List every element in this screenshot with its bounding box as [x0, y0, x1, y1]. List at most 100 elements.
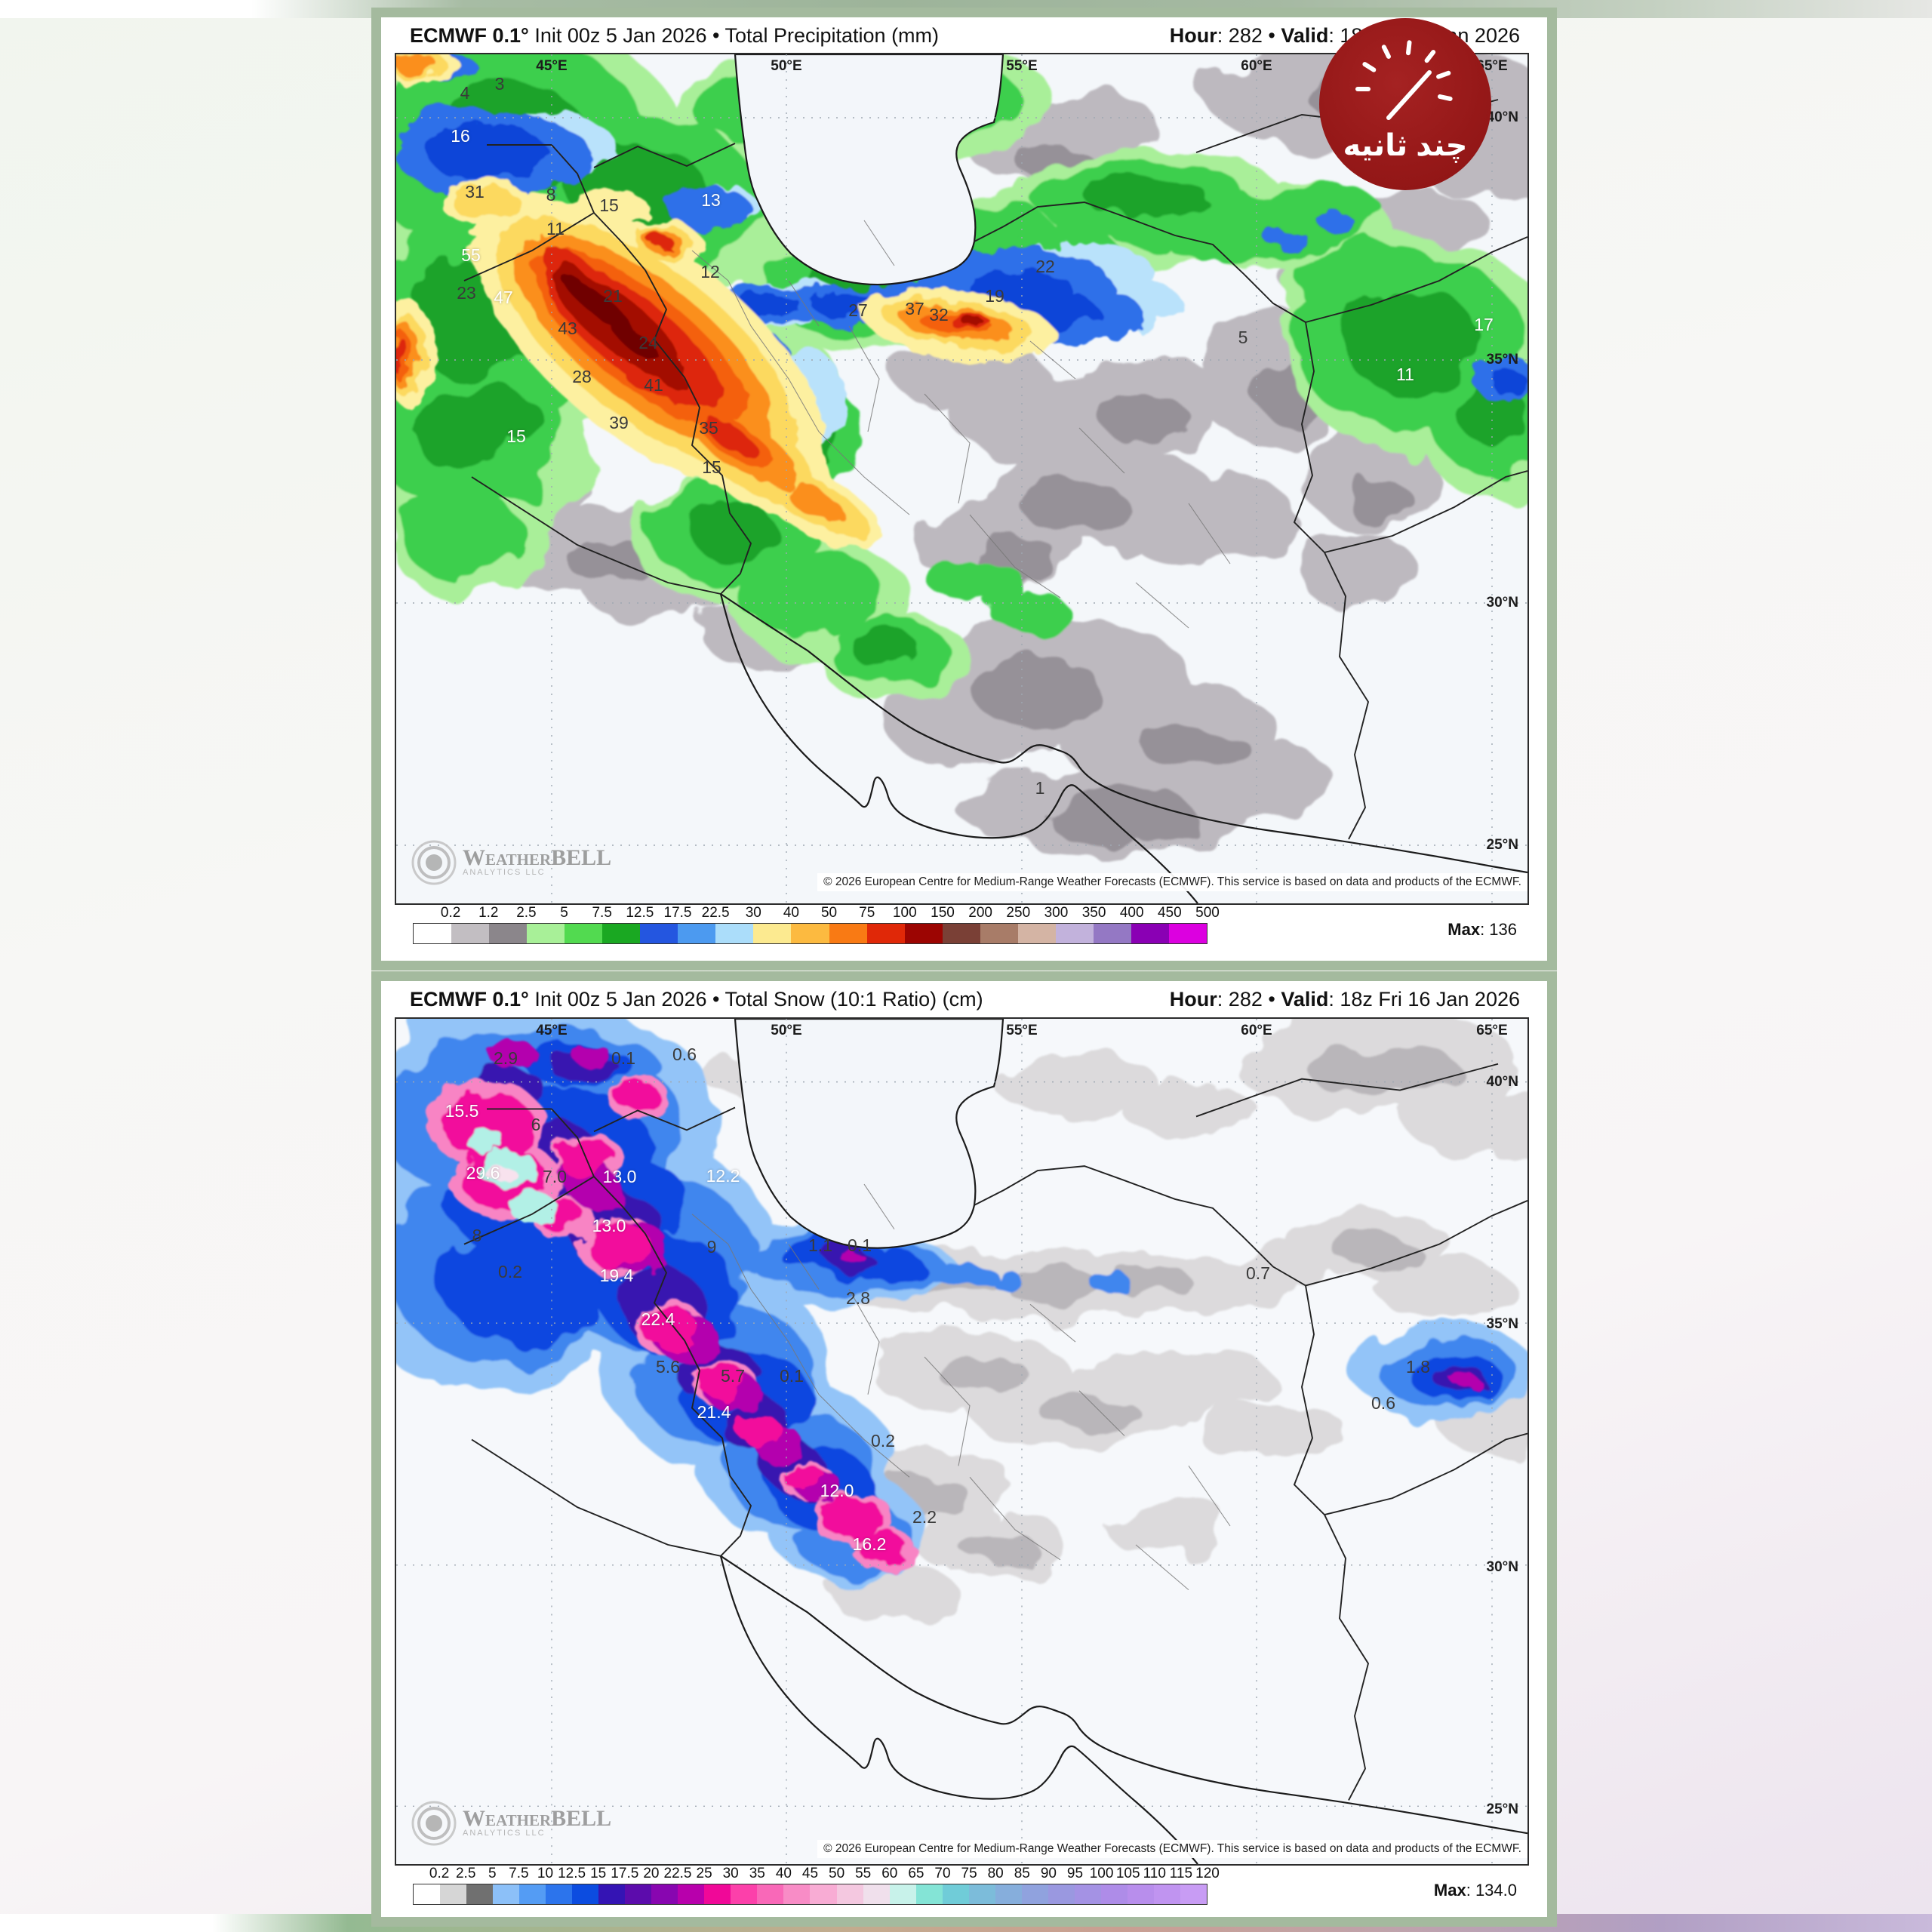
colorbar-segment [704, 1884, 731, 1904]
map-value-label: 27 [848, 300, 868, 321]
colorbar-tick-label: 35 [749, 1866, 765, 1881]
colorbar-tick-label: 60 [881, 1866, 898, 1881]
latitude-label: 30°N [1486, 1559, 1518, 1575]
colorbar-tick-label: 450 [1157, 905, 1182, 921]
colorbar-tick-label: 30 [745, 905, 761, 921]
latitude-label: 25°N [1486, 1801, 1518, 1817]
colorbar-tick-label: 100 [1089, 1866, 1114, 1881]
colorbar-tick-label: 85 [1014, 1866, 1030, 1881]
colorbar-segment [572, 1884, 599, 1904]
colorbar-segment [489, 924, 528, 943]
map-value-label: 4 [460, 83, 470, 103]
colorbar-tick-label: 17.5 [611, 1866, 639, 1881]
map-value-label: 29.6 [466, 1163, 500, 1183]
background-bottom-strip [0, 1914, 1932, 1932]
colorbar-segment [466, 1884, 494, 1904]
map-value-label: 47 [494, 288, 513, 308]
colorbar-tick-label: 17.5 [663, 905, 692, 921]
ecmwf-copyright: © 2026 European Centre for Medium-Range … [817, 873, 1527, 891]
map-value-label: 0.2 [498, 1262, 522, 1282]
colorbar-segment [519, 1884, 546, 1904]
longitude-label: 45°E [536, 1023, 568, 1038]
colorbar-tick-label: 7.5 [592, 905, 612, 921]
watermark-sub: ANALYTICS LLC [463, 1829, 546, 1838]
precip-title-rest: Init 00z 5 Jan 2026 • Total Precipitatio… [528, 24, 940, 47]
colorbar-tick-label: 0.2 [429, 1866, 450, 1881]
colorbar-tick-label: 25 [696, 1866, 712, 1881]
map-value-label: 3 [494, 74, 505, 94]
colorbar-tick-label: 5 [488, 1866, 497, 1881]
precipitation-map: WeatherBELL ANALYTICS LLC © 2026 Europea… [395, 53, 1529, 905]
map-value-label: 24 [638, 333, 658, 353]
colorbar-tick-label: 90 [1040, 1866, 1057, 1881]
precip-max-value: Max: 136 [1447, 920, 1517, 939]
longitude-label: 50°E [771, 58, 802, 74]
colorbar-segment [493, 1884, 520, 1904]
latitude-label: 40°N [1486, 1074, 1518, 1090]
colorbar-segment [863, 1884, 890, 1904]
map-value-label: 1.8 [1406, 1357, 1430, 1377]
longitude-label: 50°E [771, 1023, 802, 1038]
colorbar-segment [866, 924, 905, 943]
colorbar-tick-label: 115 [1169, 1866, 1193, 1881]
colorbar-tick-label: 15 [590, 1866, 607, 1881]
map-value-label: 21.4 [697, 1402, 731, 1423]
map-value-label: 0.7 [1246, 1263, 1270, 1284]
map-value-label: 16 [451, 126, 470, 146]
map-value-label: 41 [644, 375, 663, 395]
colorbar-tick-label: 150 [931, 905, 955, 921]
colorbar-segment [995, 1884, 1022, 1904]
watermark-name: WeatherBELL [463, 845, 612, 870]
map-value-label: 2.9 [494, 1048, 518, 1069]
map-value-label: 22.4 [641, 1309, 675, 1330]
colorbar-tick-label: 22.5 [663, 1866, 692, 1881]
colorbar-segment [414, 1884, 441, 1904]
snow-title-rest: Init 00z 5 Jan 2026 • Total Snow (10:1 R… [528, 988, 983, 1011]
colorbar-tick-label: 400 [1119, 905, 1144, 921]
map-value-label: 8 [472, 1226, 482, 1246]
precip-colorbar-bar [413, 923, 1208, 944]
snow-field [396, 1019, 1527, 1864]
colorbar-tick-label: 75 [961, 1866, 977, 1881]
map-value-label: 15.5 [445, 1101, 479, 1121]
map-value-label: 6 [531, 1115, 541, 1135]
precip-colorbar-labels: 0.2 1.2 2.5 5 7.5 12.5 17.5 22.5 30 40 50 75 100 150 2… [413, 905, 1220, 923]
map-value-label: 0.1 [611, 1048, 635, 1069]
background-top-strip [0, 0, 1932, 18]
map-value-label: 7.0 [543, 1167, 567, 1187]
colorbar-segment [1100, 1884, 1128, 1904]
map-value-label: 0.6 [1371, 1393, 1395, 1414]
map-value-label: 5 [1238, 328, 1248, 348]
model-name: ECMWF 0.1° [410, 988, 529, 1011]
longitude-label: 60°E [1241, 58, 1272, 74]
colorbar-tick-label: 45 [801, 1866, 819, 1881]
colorbar-segment [640, 924, 678, 943]
colorbar-tick-label: 70 [934, 1866, 951, 1881]
colorbar-segment [451, 924, 490, 943]
map-value-label: 31 [465, 182, 485, 202]
weatherbell-swirl-icon [411, 840, 457, 885]
colorbar-segment [678, 1884, 705, 1904]
snow-header: ECMWF 0.1° Init 00z 5 Jan 2026 • Total S… [410, 988, 1520, 1015]
latitude-label: 30°N [1486, 595, 1518, 611]
stopwatch-icon [1355, 40, 1453, 120]
colorbar-tick-label: 12.5 [558, 1866, 586, 1881]
colorbar-segment [1168, 924, 1207, 943]
weatherbell-watermark: WeatherBELL ANALYTICS LLC [410, 1799, 611, 1847]
watermark-sub: ANALYTICS LLC [463, 868, 546, 877]
colorbar-segment [440, 1884, 467, 1904]
snow-colorbar-labels: 0.2 2.5 5 7.5 10 12.5 15 17.5 20 22.5 25 30 35 40 45 50… [413, 1866, 1220, 1884]
longitude-label: 65°E [1476, 1023, 1508, 1038]
map-value-label: 12.0 [820, 1481, 854, 1501]
map-value-label: 8 [546, 185, 556, 205]
map-value-label: 39 [609, 413, 629, 433]
map-value-label: 15 [702, 457, 721, 478]
colorbar-tick-label: 50 [820, 905, 838, 921]
colorbar-tick-label: 95 [1066, 1866, 1084, 1881]
colorbar-tick-label: 250 [1006, 905, 1031, 921]
colorbar-tick-label: 40 [783, 905, 799, 921]
colorbar-segment [757, 1884, 784, 1904]
map-value-label: 5.6 [656, 1357, 680, 1377]
map-value-label: 19.4 [599, 1266, 634, 1286]
colorbar-segment [1017, 924, 1056, 943]
